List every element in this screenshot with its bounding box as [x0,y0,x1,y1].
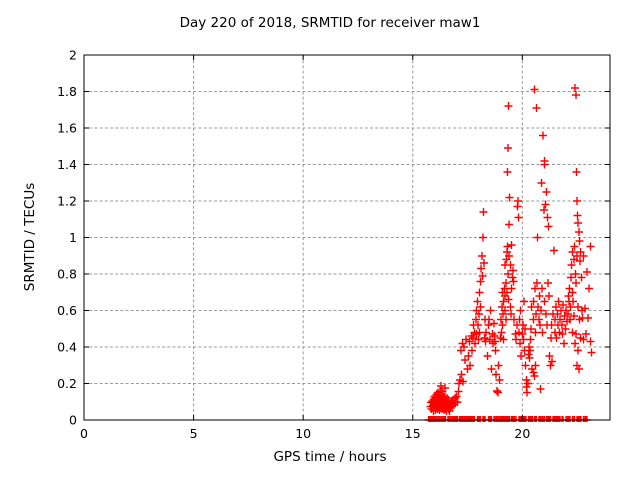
chart-title: Day 220 of 2018, SRMTID for receiver maw… [179,15,481,31]
y-tick-label: 0.6 [57,303,77,318]
data-points [424,84,596,422]
y-tick-label: 0.8 [57,267,77,282]
y-tick-label: 1.8 [57,84,77,99]
x-tick-label: 10 [295,426,311,441]
y-tick-label: 2 [69,48,77,63]
y-tick-label: 0.4 [57,340,77,355]
x-tick-label: 0 [80,426,88,441]
x-tick-label: 5 [190,426,198,441]
y-tick-label: 1.6 [57,121,77,136]
y-tick-label: 1 [69,230,77,245]
x-tick-label: 15 [405,426,421,441]
x-axis-label: GPS time / hours [273,449,387,465]
y-tick-label: 0.2 [57,376,77,391]
y-tick-label: 0 [69,413,77,428]
x-tick-label: 20 [514,426,530,441]
y-tick-label: 1.4 [57,157,77,172]
y-tick-label: 1.2 [57,194,77,209]
